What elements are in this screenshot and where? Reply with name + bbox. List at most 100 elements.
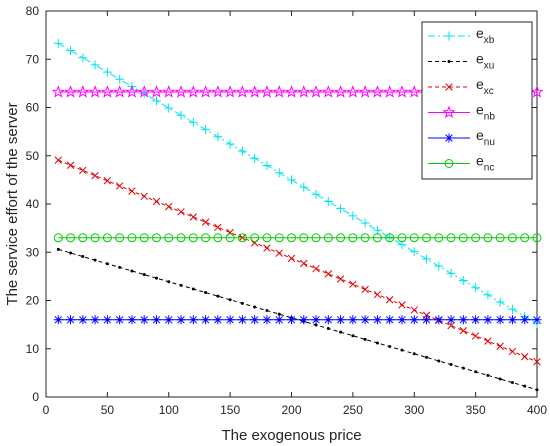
data-point [176,110,186,120]
data-point [66,233,76,243]
data-point [349,280,357,288]
data-point [115,182,124,190]
data-point [326,327,330,331]
data-point [507,315,517,325]
data-point [346,85,360,98]
data-point [164,103,174,113]
data-point [250,239,259,247]
data-point [250,233,260,243]
data-point [348,233,358,243]
data-point [535,388,539,392]
data-point [201,233,211,243]
data-point [412,352,416,356]
data-point [237,146,247,156]
data-point [495,315,505,325]
data-point [299,182,309,192]
data-point [495,297,505,307]
data-point [459,327,468,335]
series-line [58,159,538,363]
data-point [142,273,146,277]
legend-label: enu [476,127,495,148]
data-point [51,85,65,98]
data-point [263,244,271,252]
data-point [250,153,260,163]
data-point [165,202,173,211]
data-point [250,315,260,325]
data-point [372,225,382,235]
data-point [274,233,284,243]
data-point [507,304,517,314]
data-point [237,233,247,243]
y-tick-label: 70 [26,52,40,66]
data-point [93,258,97,262]
data-point [458,315,468,325]
data-point [520,352,529,361]
legend-label-subscript: xu [484,61,495,72]
legend-box [421,21,533,180]
y-tick-label: 40 [26,197,40,211]
data-point [336,315,346,325]
legend-item: enu [428,127,495,148]
data-point [223,85,237,98]
data-point [520,233,530,243]
x-tick-label: 300 [404,403,424,417]
data-point [300,259,308,268]
x-tick-label: 0 [43,403,50,417]
data-point [383,85,397,98]
series-enu [53,315,542,325]
data-point [128,187,136,195]
data-point [370,85,385,98]
data-point [336,233,346,243]
data-point [483,290,493,300]
data-point [78,53,88,63]
x-axis-label: The exogenous price [221,427,361,444]
data-point [361,285,369,294]
data-point [130,269,134,273]
legend-label-subscript: nu [484,137,495,148]
data-point [407,85,421,98]
data-point [360,218,370,228]
data-point [397,315,407,325]
data-point [321,85,335,98]
data-point [81,255,85,259]
data-point [115,74,125,84]
data-point [323,233,333,243]
data-point [422,254,432,264]
data-point [76,85,90,98]
data-point [91,171,99,180]
data-point [103,177,112,185]
data-point [277,312,281,316]
data-point [100,85,114,98]
data-point [262,233,272,243]
data-point [225,315,235,325]
data-point [56,247,60,251]
data-point [204,291,208,295]
data-point [262,315,272,325]
data-point [437,359,441,363]
data-point [177,208,185,216]
data-point [115,233,125,243]
data-point [323,196,333,206]
data-point [53,38,63,48]
data-point [422,315,432,325]
data-point [385,315,395,325]
data-point [373,290,382,299]
data-point [483,315,493,325]
data-point [363,337,367,341]
legend-marker [442,105,456,119]
data-point [446,268,456,278]
data-point [471,315,481,325]
axes-layer: 0 50 100 150 200 250 300 350 400 0 10 20 30 40 50 60 70 8… [26,4,548,417]
data-point [198,85,213,98]
legend-label-base: e [476,127,484,143]
legend-item: enc [428,153,494,174]
data-point [102,67,112,77]
data-point [299,315,309,325]
data-point [287,233,296,243]
series-enc [53,233,542,243]
y-tick-label: 50 [26,149,40,163]
data-point [164,233,174,243]
data-point [372,315,382,325]
